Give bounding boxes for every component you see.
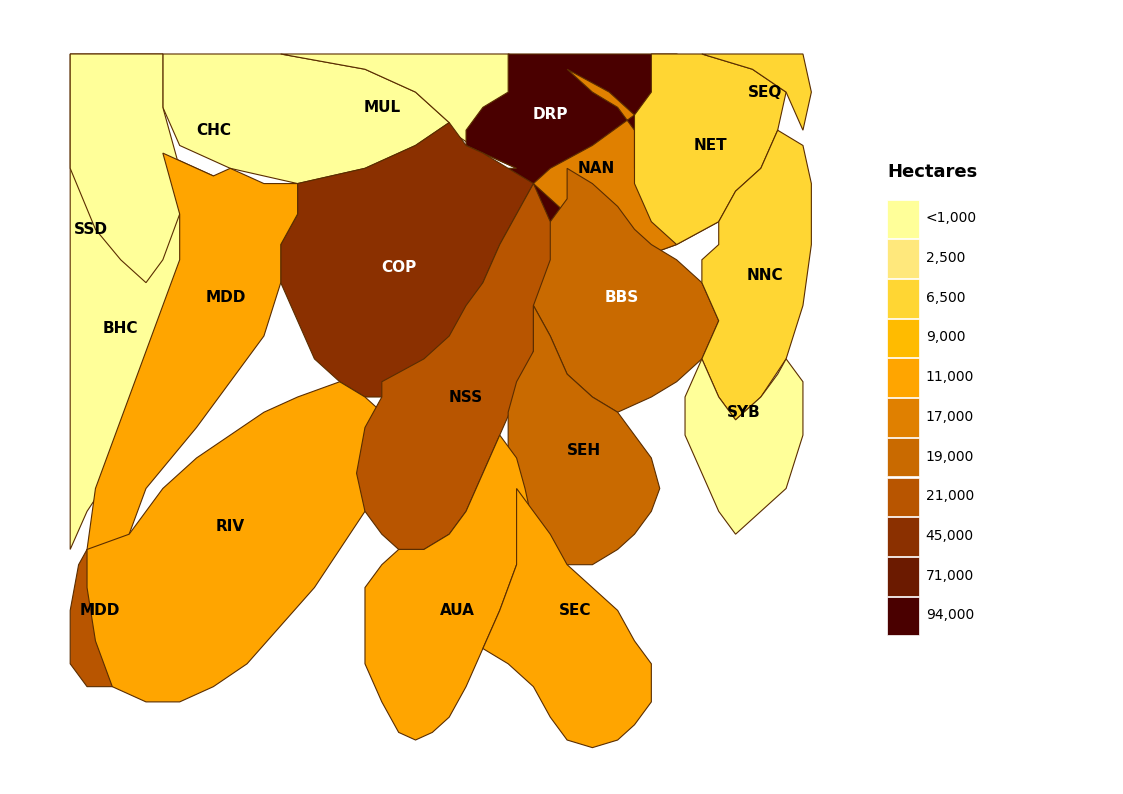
Text: 11,000: 11,000 [925,370,974,384]
Text: SEH: SEH [567,443,601,458]
Text: 71,000: 71,000 [925,569,974,583]
FancyBboxPatch shape [887,399,919,437]
Text: SSD: SSD [74,222,108,237]
FancyBboxPatch shape [887,518,919,556]
Polygon shape [163,54,449,183]
Polygon shape [70,549,146,687]
FancyBboxPatch shape [887,597,919,635]
FancyBboxPatch shape [887,318,919,357]
Polygon shape [533,168,719,412]
Polygon shape [88,153,298,641]
FancyBboxPatch shape [887,359,919,397]
Polygon shape [365,435,533,740]
Text: SYB: SYB [727,405,761,420]
Text: <1,000: <1,000 [925,211,977,225]
Text: 17,000: 17,000 [925,410,974,424]
Polygon shape [88,382,399,702]
Polygon shape [281,122,533,397]
FancyBboxPatch shape [887,200,919,238]
Polygon shape [685,359,803,534]
FancyBboxPatch shape [887,557,919,596]
Text: DRP: DRP [532,107,568,122]
Text: RIV: RIV [216,519,245,534]
Text: 2,500: 2,500 [925,251,965,265]
Text: COP: COP [381,260,417,275]
Polygon shape [357,183,550,549]
Text: SEC: SEC [559,603,592,618]
Text: NET: NET [694,138,727,153]
Text: 94,000: 94,000 [925,608,974,622]
FancyBboxPatch shape [887,279,919,318]
Polygon shape [634,54,786,245]
Text: CHC: CHC [195,123,231,137]
Text: MDD: MDD [206,291,246,306]
Text: NAN: NAN [578,161,615,175]
Text: AUA: AUA [440,603,475,618]
Text: MDD: MDD [80,603,120,618]
Text: 9,000: 9,000 [925,330,966,345]
Text: BBS: BBS [605,291,639,306]
Polygon shape [533,69,676,260]
Polygon shape [70,54,264,549]
Text: Hectares: Hectares [887,163,977,181]
Polygon shape [702,130,811,420]
Text: NSS: NSS [449,390,483,404]
Text: 19,000: 19,000 [925,449,974,464]
Polygon shape [466,54,777,260]
Text: NNC: NNC [747,268,784,283]
FancyBboxPatch shape [887,438,919,476]
Polygon shape [509,306,660,565]
Text: SEQ: SEQ [748,85,783,99]
Polygon shape [483,488,651,748]
FancyBboxPatch shape [887,240,919,278]
Text: 45,000: 45,000 [925,529,974,543]
Text: 21,000: 21,000 [925,489,974,503]
Polygon shape [70,54,180,283]
FancyBboxPatch shape [887,478,919,516]
Text: 6,500: 6,500 [925,291,966,305]
Polygon shape [702,54,811,130]
Text: MUL: MUL [363,100,401,115]
Polygon shape [281,54,634,168]
Text: BHC: BHC [103,321,138,336]
